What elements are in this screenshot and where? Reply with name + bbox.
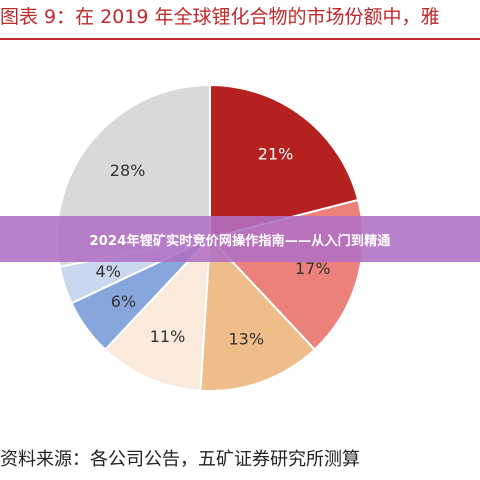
banner-text[interactable]: 2024年锂矿实时竞价网操作指南——从入门到精通 xyxy=(89,233,391,249)
pie-label-4: 6% xyxy=(111,292,136,311)
pie-label-3: 11% xyxy=(150,327,186,346)
pie-labels: 21% 17% 13% 11% 6% 4% 28% xyxy=(96,144,331,348)
pie-slice-0 xyxy=(209,83,360,240)
title-divider xyxy=(0,38,480,40)
pie-label-5: 4% xyxy=(96,262,121,281)
pie-label-1: 17% xyxy=(295,259,331,278)
pie-label-2: 13% xyxy=(228,330,264,349)
pie-label-6: 28% xyxy=(110,161,146,180)
pie-label-0: 21% xyxy=(258,144,294,163)
pie-slice-2 xyxy=(199,235,317,393)
overlay-banner[interactable]: 2024年锂矿实时竞价网操作指南——从入门到精通 xyxy=(0,216,480,262)
source-note: 资料来源：各公司公告，五矿证券研究所测算 xyxy=(0,449,360,470)
figure-title: 图表 9：在 2019 年全球锂化合物的市场份额中，雅 xyxy=(0,6,440,28)
pie-slice-3 xyxy=(103,235,212,392)
